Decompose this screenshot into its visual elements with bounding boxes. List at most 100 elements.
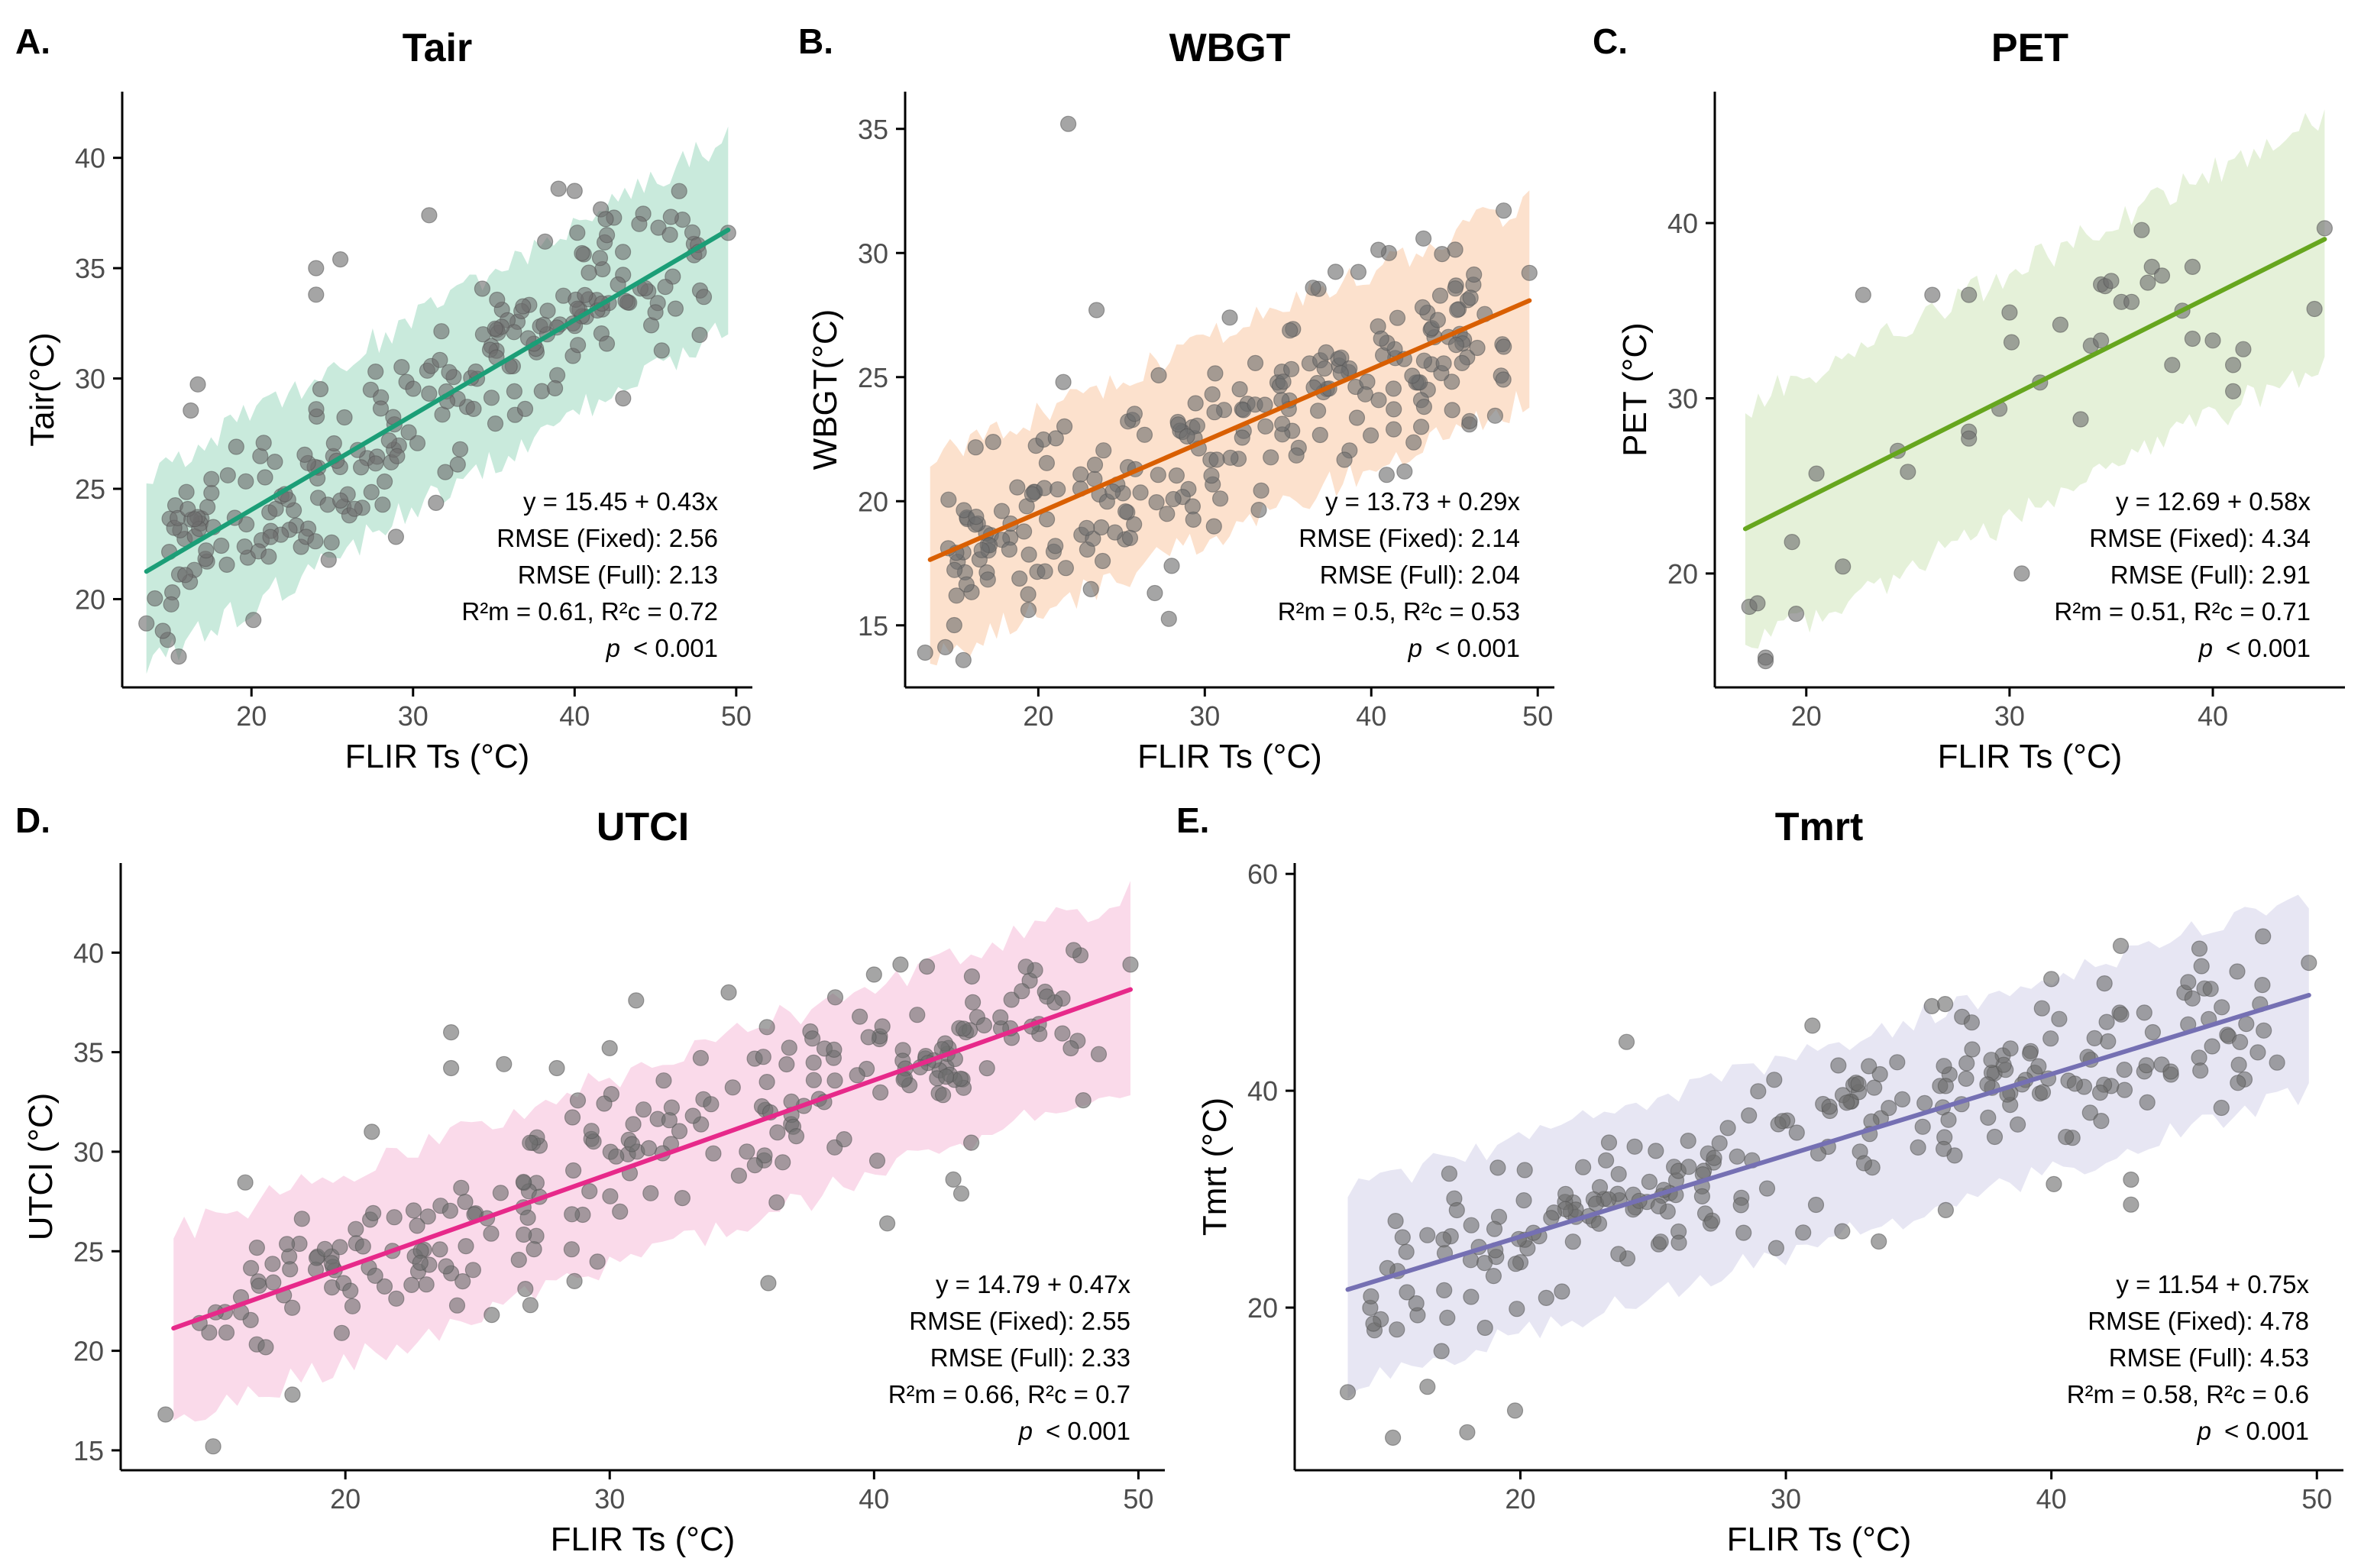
data-point [487, 320, 503, 337]
data-point [730, 1167, 748, 1184]
data-point [1378, 467, 1396, 483]
data-point [157, 1406, 174, 1423]
data-point [1206, 404, 1223, 421]
data-point [332, 251, 349, 268]
data-point [198, 542, 215, 559]
data-point [1821, 1098, 1838, 1115]
data-point [937, 1069, 955, 1085]
data-point [597, 211, 614, 228]
data-point [1719, 1120, 1736, 1136]
data-point [492, 1185, 509, 1201]
data-point [1961, 430, 1978, 447]
data-point [1958, 1055, 1975, 1072]
y-tick-label: 25 [75, 474, 105, 505]
data-point [363, 483, 380, 501]
data-point [1429, 312, 1447, 328]
data-point [1704, 1212, 1721, 1229]
data-point [1509, 1301, 1525, 1317]
x-tick-label: 50 [721, 700, 752, 732]
data-point [805, 1054, 822, 1071]
data-point [2096, 975, 2113, 992]
data-point [364, 1123, 380, 1140]
data-point [449, 456, 466, 473]
data-point [1900, 464, 1916, 480]
data-point [918, 958, 936, 975]
stat-annotation: y = 14.79 + 0.47x [936, 1270, 1131, 1298]
data-point [1148, 493, 1165, 511]
data-point [598, 227, 616, 244]
data-point [2116, 1061, 2133, 1078]
data-point [267, 500, 284, 517]
data-point [403, 1276, 420, 1294]
data-point [2232, 1033, 2249, 1051]
data-point [1385, 380, 1402, 397]
data-point [257, 1339, 274, 1356]
data-point [308, 401, 325, 418]
data-point [178, 483, 195, 500]
data-point [1399, 1284, 1415, 1301]
regression-line [1345, 992, 2311, 1292]
data-point [868, 1153, 886, 1169]
data-point [2184, 330, 2201, 348]
data-point [377, 473, 393, 490]
data-point [1750, 1083, 1767, 1100]
data-point [805, 1072, 823, 1088]
data-point [2116, 1081, 2133, 1098]
data-point [1185, 511, 1202, 529]
data-point [2066, 1075, 2083, 1092]
data-point [293, 1211, 310, 1227]
data-point [1056, 418, 1073, 435]
data-point [2093, 332, 2110, 349]
data-point [653, 342, 670, 359]
data-point [1404, 367, 1421, 384]
panel-title: Tair [403, 26, 473, 70]
data-point [1980, 1109, 1997, 1127]
data-point [1626, 1138, 1643, 1155]
data-point [1444, 373, 1460, 390]
data-point [428, 494, 445, 512]
p-label: p [2197, 1417, 2211, 1445]
data-point [946, 616, 962, 634]
data-point [496, 1056, 513, 1072]
data-point [353, 459, 370, 476]
y-tick-label: 40 [1667, 208, 1698, 239]
data-point [2229, 963, 2246, 980]
data-point [1387, 1212, 1404, 1230]
data-point [1169, 416, 1187, 433]
data-point [703, 1096, 720, 1113]
data-point [1159, 506, 1176, 522]
data-point [1385, 421, 1402, 438]
data-point [1435, 355, 1452, 372]
data-point [1179, 428, 1195, 445]
data-point [1059, 115, 1077, 132]
regression-line [927, 298, 1532, 562]
data-point [1419, 1227, 1436, 1243]
data-point [1104, 483, 1121, 500]
data-point [755, 1049, 771, 1065]
data-point [2072, 411, 2089, 428]
data-point [489, 291, 506, 309]
data-point [1936, 1140, 1952, 1157]
data-point [1373, 330, 1389, 347]
data-point [650, 219, 667, 236]
data-point [282, 1261, 299, 1278]
data-point [1234, 429, 1250, 446]
data-point [2164, 357, 2181, 373]
data-point [2230, 1075, 2246, 1091]
data-point [1038, 454, 1056, 471]
data-point [2091, 1084, 2109, 1101]
data-point [535, 316, 552, 333]
data-point [596, 1095, 613, 1112]
stat-annotation: y = 15.45 + 0.43x [523, 487, 719, 516]
data-point [2112, 937, 2130, 955]
data-point [2098, 1014, 2115, 1030]
data-point [458, 1237, 474, 1255]
data-point [539, 302, 556, 319]
data-point [438, 1258, 454, 1275]
data-point [1641, 1173, 1658, 1191]
data-point [1011, 570, 1028, 587]
data-point [2003, 334, 2020, 351]
x-tick-label: 40 [559, 700, 590, 732]
data-point [1835, 558, 1852, 575]
p-label: p [1408, 634, 1422, 662]
